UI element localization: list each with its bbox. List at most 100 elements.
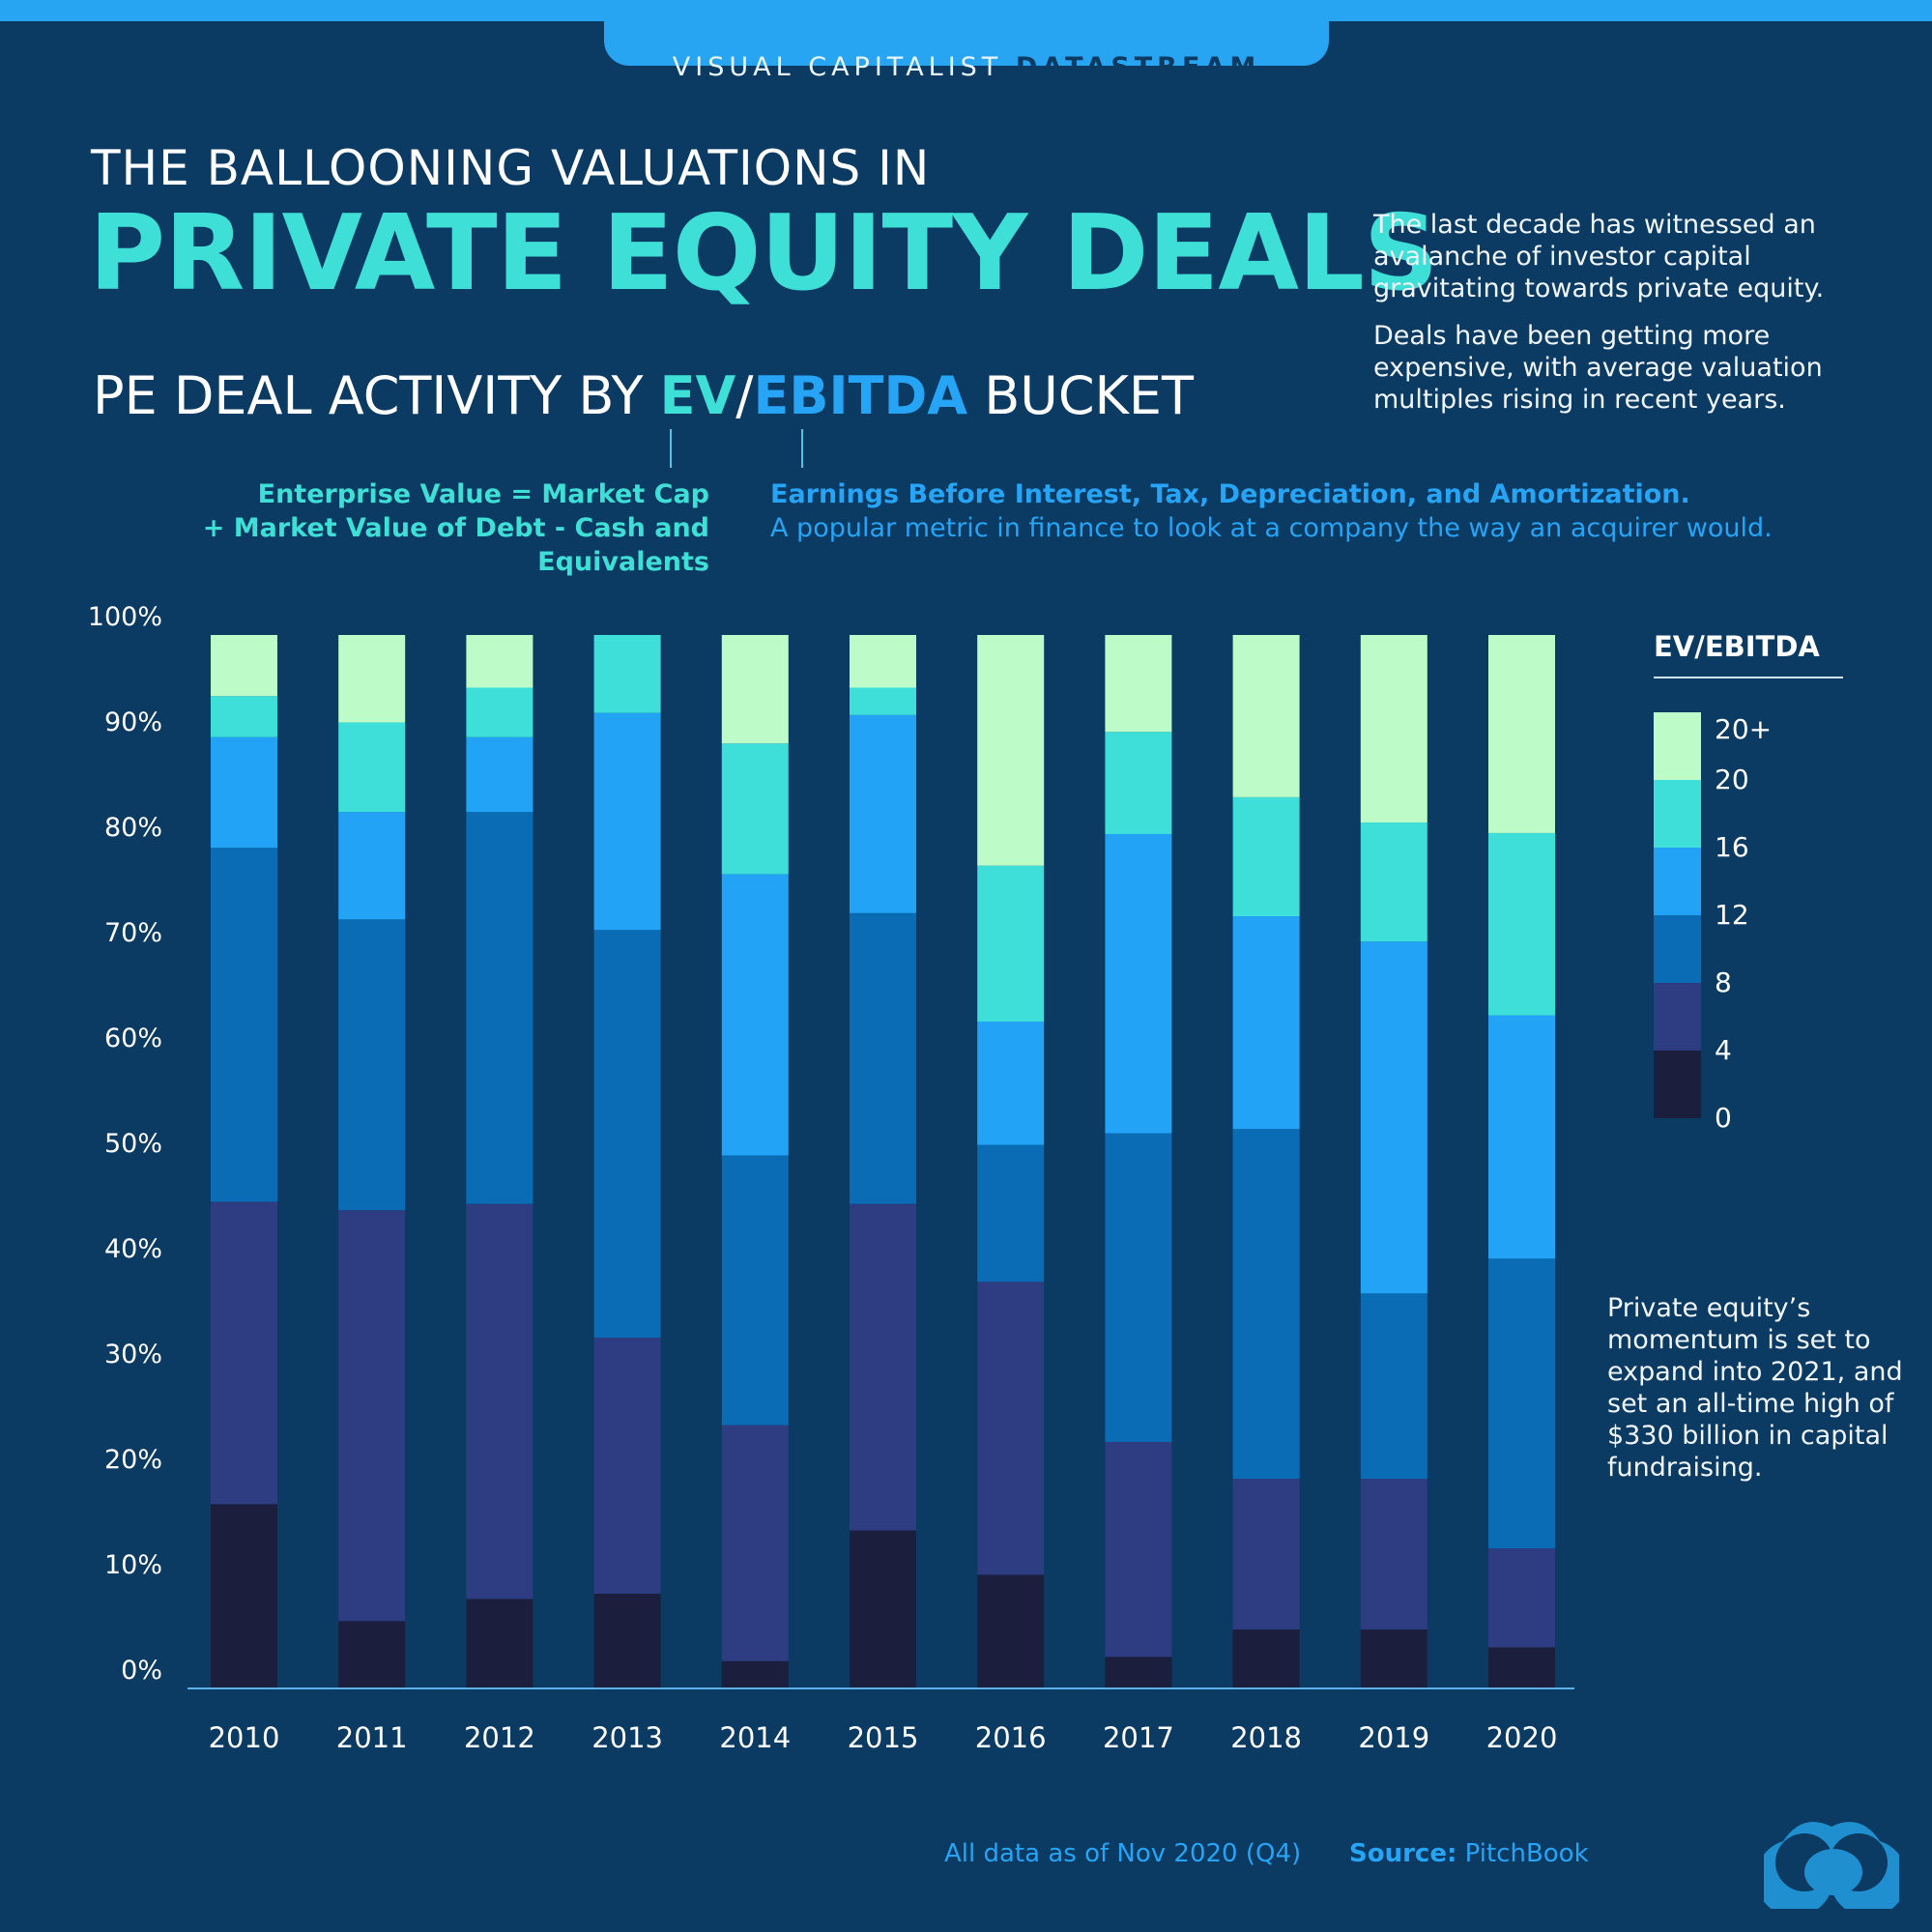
bar-segment-2020-8-12 [1488,1258,1555,1549]
bar-segment-2020-4-8 [1488,1548,1555,1648]
bar-segment-2019-4-8 [1360,1479,1427,1629]
ebitda-def-line1: Earnings Before Interest, Tax, Depreciat… [770,479,1690,509]
y-tick-label: 100% [88,602,162,632]
bar-segment-2013-0-4 [593,1593,661,1688]
bar-segment-2015-12-16 [850,714,916,913]
x-tick-label: 2011 [336,1721,408,1754]
bar-segment-2012-8-12 [466,812,533,1204]
bar-segment-2014-0-4 [721,1660,789,1688]
y-tick-label: 80% [104,813,162,843]
note-text: Private equity’s momentum is set to expa… [1607,1293,1903,1483]
legend-label: 8 [1715,966,1732,998]
y-tick-label: 40% [104,1234,162,1264]
bar-segment-2010-16-20 [211,696,277,737]
bar-segment-2017-16-20 [1105,732,1172,835]
bar-segment-2014-4-8 [721,1425,789,1661]
legend-label: 4 [1715,1034,1732,1066]
intro-p1: The last decade has witnessed an avalanc… [1373,210,1825,303]
bar-segment-2014-8-12 [721,1155,789,1426]
x-tick-label: 2016 [975,1721,1047,1754]
bar-segment-2016-0-4 [977,1574,1045,1688]
bar-segment-2012-0-4 [466,1599,533,1688]
legend-underline [1654,677,1843,678]
legend-swatch-0-4 [1654,1051,1701,1118]
intro-p2: Deals have been getting more expensive, … [1373,321,1823,415]
bar-segment-2012-20+ [466,635,533,688]
bar-segment-2013-16-20 [593,635,661,713]
ebitda-definition: Earnings Before Interest, Tax, Depreciat… [770,477,1911,545]
bar-segment-2015-4-8 [850,1203,916,1531]
x-tick-label: 2018 [1230,1721,1302,1754]
binoculars-piggy-logo-icon [1764,1822,1899,1909]
brand-tab: VISUAL CAPITALIST DATASTREAM [604,0,1329,80]
bar-segment-2020-20+ [1488,635,1555,833]
bar-segment-2016-8-12 [977,1144,1045,1283]
x-tick-label: 2017 [1103,1721,1174,1754]
data-as-of: All data as of Nov 2020 (Q4) [944,1839,1302,1868]
bar-segment-2010-4-8 [211,1201,277,1505]
bar-segment-2015-16-20 [850,687,916,715]
bar-segment-2015-20+ [850,635,916,688]
y-tick-label: 20% [104,1445,162,1475]
y-tick-label: 50% [104,1129,162,1159]
bar-segment-2019-8-12 [1360,1293,1427,1480]
bar-segment-2014-20+ [721,635,789,744]
bar-segment-2020-0-4 [1488,1647,1555,1688]
bar-segment-2011-8-12 [338,919,406,1211]
bar-segment-2010-12-16 [211,736,277,849]
brand-sub: DATASTREAM [1015,52,1261,82]
bar-segment-2016-4-8 [977,1282,1045,1575]
bar-segment-2012-16-20 [466,687,533,737]
legend-label: 20 [1715,764,1749,795]
ebitda-pointer [801,429,803,468]
bar-segment-2013-4-8 [593,1338,661,1594]
x-tick-label: 2020 [1486,1721,1558,1754]
bar-segment-2015-0-4 [850,1530,916,1688]
source-value: PitchBook [1456,1839,1589,1868]
legend-swatch-12-16 [1654,848,1701,915]
bar-segment-2010-8-12 [211,848,277,1202]
bar-segment-2019-12-16 [1360,941,1427,1294]
source: Source: PitchBook [1349,1839,1589,1868]
bar-segment-2010-20+ [211,635,277,697]
legend-label: 12 [1715,899,1749,931]
y-tick-label: 30% [104,1340,162,1370]
subtitle: PE DEAL ACTIVITY BY EV/EBITDA BUCKET [93,365,1194,426]
legend-label: 20+ [1715,713,1773,745]
subtitle-slash: / [735,365,754,426]
bar-segment-2010-0-4 [211,1504,277,1688]
legend-label: 16 [1715,831,1749,863]
y-tick-label: 70% [104,918,162,948]
subtitle-post: BUCKET [967,365,1195,426]
title-line1: THE BALLOONING VALUATIONS IN [91,140,931,196]
bar-segment-2014-16-20 [721,743,789,875]
legend-swatch-16-20 [1654,780,1701,848]
bar-segment-2018-4-8 [1232,1479,1300,1629]
bar-segment-2018-0-4 [1232,1629,1300,1688]
source-label: Source: [1349,1839,1457,1868]
bar-segment-2016-16-20 [977,865,1045,1023]
bar-segment-2011-16-20 [338,722,406,813]
bar-segment-2011-20+ [338,635,406,723]
subtitle-pre: PE DEAL ACTIVITY BY [93,365,660,426]
bar-segment-2019-20+ [1360,635,1427,823]
bar-segment-2017-20+ [1105,635,1172,733]
ebitda-def-line2: A popular metric in finance to look at a… [770,513,1773,543]
bar-segment-2017-12-16 [1105,834,1172,1134]
x-tick-label: 2012 [464,1721,535,1754]
bar-segment-2015-8-12 [850,912,916,1204]
bar-segment-2018-16-20 [1232,796,1300,917]
bar-segment-2019-16-20 [1360,822,1427,942]
ev-definition: Enterprise Value = Market Cap + Market V… [39,477,709,579]
x-tick-label: 2019 [1358,1721,1429,1754]
bar-segment-2016-20+ [977,635,1045,866]
title-main: PRIVATE EQUITY DEALS [89,193,1439,314]
bar-segment-2011-12-16 [338,812,406,920]
legend-swatch-8-12 [1654,915,1701,983]
x-tick-label: 2013 [591,1721,663,1754]
legend-swatch-4-8 [1654,983,1701,1051]
bar-segment-2012-4-8 [466,1203,533,1600]
brand-main: VISUAL CAPITALIST [672,52,1003,82]
x-tick-label: 2010 [209,1721,280,1754]
